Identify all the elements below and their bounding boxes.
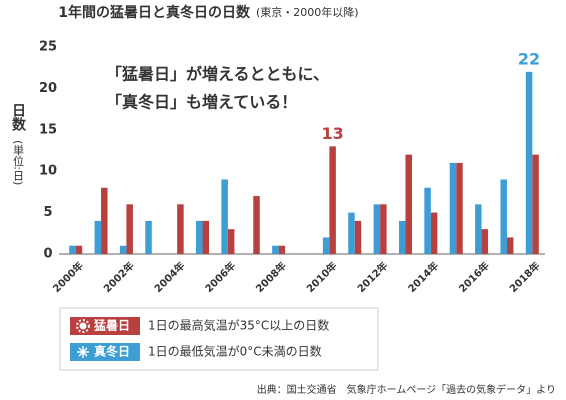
bar [322, 237, 330, 254]
legend-label: 猛暑日 [93, 318, 130, 333]
bar [354, 220, 362, 254]
bar [398, 220, 406, 254]
bar [532, 154, 539, 254]
source: 出典：国土交通省 気象庁ホームページ「過去の気象データ」より [257, 383, 556, 396]
y-tick-label: 0 [43, 247, 52, 262]
y-tick-label: 15 [39, 122, 57, 137]
bar [202, 220, 210, 254]
x-tick-label: 2000年 [50, 259, 86, 295]
legend-label: 真冬日 [94, 344, 130, 359]
bar [348, 212, 355, 254]
y-tick-label: 20 [39, 81, 57, 96]
bar [145, 220, 152, 254]
bar [253, 196, 260, 254]
x-tick-label: 2004年 [151, 259, 187, 295]
bar [221, 179, 228, 254]
legend-description: 1日の最低気温が0°C未満の日数 [148, 344, 322, 359]
bar [126, 204, 133, 254]
bar [196, 220, 203, 254]
y-axis-label: 日数 [10, 103, 26, 132]
legend-description: 1日の最高気温が35°C以上の日数 [148, 318, 329, 333]
legend-icon [77, 346, 89, 358]
bar [449, 162, 457, 254]
bar [373, 204, 381, 254]
x-tick-label: 2010年 [304, 259, 340, 295]
chart-subtitle: (東京・2000年以降) [256, 5, 359, 19]
bar [506, 237, 514, 254]
data-label: 13 [321, 124, 343, 143]
x-tick-label: 2012年 [354, 259, 390, 295]
bar [227, 229, 235, 254]
x-tick-label: 2018年 [507, 259, 543, 295]
annotation: 「真冬日」も増えている！ [106, 93, 297, 112]
x-tick-label: 2016年 [456, 259, 492, 295]
bar [456, 162, 463, 254]
bar [424, 187, 431, 254]
y-axis-unit: (単位:日) [12, 140, 25, 185]
x-tick-label: 2002年 [101, 259, 137, 295]
bar [475, 204, 482, 254]
x-tick-label: 2014年 [405, 259, 441, 295]
bar [525, 71, 533, 254]
annotation: 「猛暑日」が増えるとともに、 [106, 65, 329, 84]
bar [380, 204, 387, 254]
bar [177, 204, 184, 254]
bar [119, 245, 127, 254]
bar [481, 229, 489, 254]
bar [101, 187, 108, 254]
bar [500, 179, 507, 254]
data-label: 22 [518, 49, 540, 68]
bar [278, 245, 286, 254]
bar [329, 146, 336, 254]
bar [69, 245, 76, 254]
y-tick-label: 5 [43, 205, 52, 220]
legend-swatch [70, 343, 140, 361]
y-tick-label: 10 [39, 164, 57, 179]
legend-icon [76, 319, 90, 333]
y-tick-label: 25 [39, 40, 57, 55]
bar [430, 212, 438, 254]
x-tick-label: 2008年 [253, 259, 289, 295]
legend-icon [79, 322, 87, 330]
bar [405, 154, 412, 254]
chart-title: 1年間の猛暑日と真冬日の日数 [58, 4, 251, 21]
x-tick-label: 2006年 [202, 259, 238, 295]
bar [75, 245, 83, 254]
bar [272, 245, 279, 254]
bar [94, 220, 102, 254]
